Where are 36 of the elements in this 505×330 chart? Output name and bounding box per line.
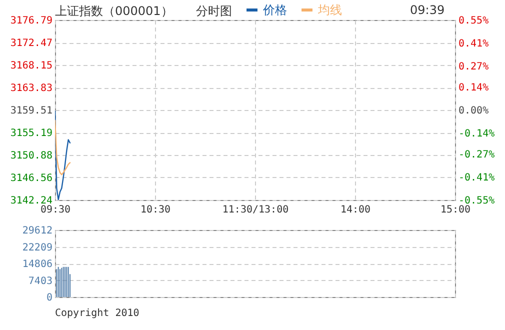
line-series [55,110,71,200]
y2-tick-label: 0.41% [458,38,489,50]
legend-label: 价格 [262,3,287,17]
x-tick-label: 15:00 [440,204,471,216]
y-tick-label: 29612 [22,226,52,236]
y-tick-label: 3150.88 [10,150,52,162]
line-series [55,120,71,176]
y-tick-label: 14806 [22,259,52,270]
y-tick-label: 22209 [22,242,52,254]
y2-tick-label: -0.41% [458,172,495,184]
y2-tick-label: -0.27% [458,150,495,161]
text: 分时图 [196,3,232,20]
x-tick-label: 14:00 [340,204,371,216]
y2-tick-label: 0.14% [458,82,489,94]
y-tick-label: 3168.15 [10,60,52,72]
y-tick-label: 3142.24 [10,196,52,206]
x-tick-label: 09:30 [40,204,71,216]
y-tick-label: 3159.51 [10,106,52,117]
y2-tick-label: -0.55% [458,196,495,206]
y2-tick-label: 0.55% [458,16,489,26]
y-tick-label: 7403 [28,276,52,287]
y-tick-label: 0 [46,292,52,304]
chart-title: 上证指数（000001） [55,3,173,20]
text: Copyright 2010 [55,308,140,319]
y-tick-label: 3176.79 [10,16,52,26]
y2-tick-label: 0.27% [458,61,489,72]
x-tick-label: 11:30/13:00 [222,204,289,216]
legend-label: 均线 [317,3,342,17]
y2-tick-label: -0.14% [458,128,495,140]
y-tick-label: 3146.56 [10,172,52,184]
y-tick-label: 3163.83 [10,83,52,94]
y2-tick-label: 0.00% [458,106,489,116]
x-tick-label: 10:30 [140,204,171,216]
y-tick-label: 3155.19 [10,128,52,140]
text: 09:39 [410,3,445,17]
y-tick-label: 3172.47 [10,38,52,50]
